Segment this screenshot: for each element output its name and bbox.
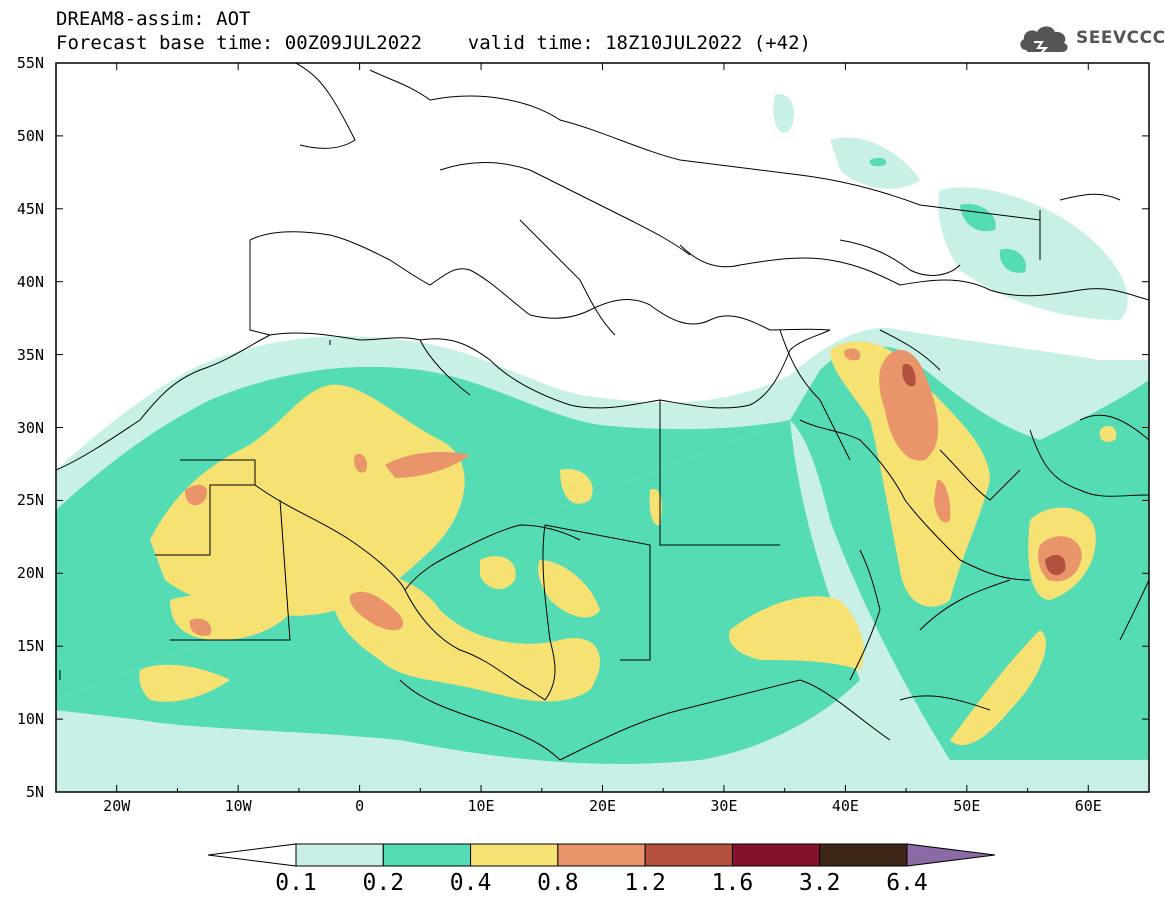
colorbar-label: 0.4	[449, 870, 492, 896]
lon-tick-label: 60E	[1074, 797, 1102, 815]
lon-tick-label: 20E	[588, 797, 617, 815]
aot-band-0.4	[139, 341, 1117, 746]
lat-tick-label: 15N	[16, 637, 44, 656]
lon-tick-label: 30E	[710, 797, 738, 815]
aot-band-1.2	[902, 363, 1066, 576]
colorbar-segment	[470, 843, 559, 867]
colorbar-label: 3.2	[798, 870, 841, 896]
lat-tick-label: 20N	[16, 564, 44, 583]
lat-tick-label: 10N	[16, 710, 44, 729]
colorbar-segment	[382, 843, 472, 867]
logo-text: SEEVCCC	[1076, 28, 1165, 48]
lat-tick-label: 45N	[16, 199, 44, 218]
country-borders	[56, 63, 1149, 761]
colorbar-segment	[295, 843, 384, 867]
chart-title: DREAM8-assim: AOT	[56, 8, 251, 30]
colorbar-min-arrow	[207, 843, 297, 867]
colorbar-max-arrow	[906, 843, 996, 867]
colorbar-label: 1.6	[711, 870, 754, 896]
lon-tick-label: 50E	[953, 797, 981, 815]
cloud-logo-icon	[1020, 26, 1068, 55]
lat-tick-label: 5N	[25, 783, 44, 801]
lat-tick-label: 35N	[16, 345, 44, 364]
colorbar-label: 0.1	[275, 870, 317, 896]
colorbar	[207, 843, 996, 867]
aot-band-0.8	[185, 348, 1082, 636]
lon-tick-label: 10W	[224, 797, 252, 815]
lon-tick-label: 20W	[103, 797, 131, 815]
lat-tick-label: 40N	[16, 272, 44, 291]
lon-tick-label: 0	[355, 797, 365, 815]
colorbar-label: 1.2	[624, 870, 666, 896]
colorbar-segment	[819, 843, 908, 867]
colorbar-segment	[731, 843, 821, 867]
lat-tick-label: 25N	[16, 491, 44, 510]
colorbar-segment	[644, 843, 733, 867]
colorbar-label: 0.2	[362, 870, 405, 896]
lat-tick-label: 55N	[16, 54, 44, 72]
colorbar-segment	[557, 843, 646, 867]
chart-subtitle: Forecast base time: 00Z09JUL2022 valid t…	[56, 32, 811, 54]
lat-tick-label: 50N	[16, 126, 44, 145]
colorbar-label: 6.4	[886, 870, 928, 896]
lon-tick-label: 10E	[467, 797, 495, 815]
lon-tick-label: 40E	[831, 797, 859, 815]
seevccc-logo: SEEVCCC	[1018, 22, 1165, 56]
axis-ticks	[55, 62, 1150, 793]
colorbar-label: 0.8	[537, 870, 579, 896]
lat-tick-label: 30N	[16, 418, 44, 437]
